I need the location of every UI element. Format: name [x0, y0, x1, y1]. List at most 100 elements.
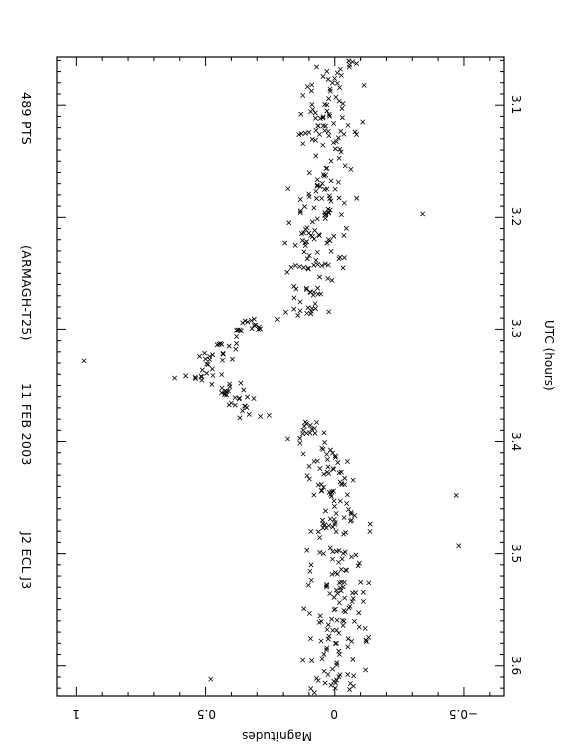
data-point-marker: [338, 588, 344, 594]
x-tick-label: 3.3: [509, 319, 523, 339]
data-point-marker: [300, 92, 306, 98]
data-point-marker: [327, 447, 333, 453]
data-point-marker: [327, 196, 333, 202]
data-point-marker: [337, 146, 343, 152]
data-point-marker: [304, 225, 310, 231]
axis-ticks: [57, 57, 504, 696]
data-point-marker: [295, 312, 301, 318]
data-point-marker: [321, 668, 327, 674]
data-point-marker: [235, 327, 241, 333]
data-point-marker: [340, 550, 346, 556]
data-point-marker: [301, 230, 307, 236]
data-point-marker: [342, 482, 348, 488]
data-point-marker: [332, 454, 338, 460]
data-point-marker: [333, 529, 339, 535]
data-point-marker: [311, 690, 317, 696]
data-point-marker: [300, 431, 306, 437]
data-point-marker: [321, 651, 327, 657]
data-point-marker: [341, 515, 347, 521]
data-point-marker: [331, 120, 337, 126]
data-point-marker: [199, 377, 205, 383]
data-point-marker: [351, 673, 357, 679]
y-tick-label: 0.5: [196, 707, 217, 721]
x-tick-label: 3.5: [509, 543, 523, 563]
data-point-marker: [336, 630, 342, 636]
data-point-marker: [238, 328, 244, 334]
data-point-marker: [313, 196, 319, 201]
data-point-marker: [330, 140, 336, 146]
data-point-marker: [349, 554, 355, 560]
data-point-marker: [320, 525, 326, 531]
data-point-marker: [257, 326, 263, 332]
data-point-marker: [322, 186, 328, 192]
data-point-marker: [356, 624, 362, 630]
data-point-marker: [327, 545, 333, 551]
data-point-marker: [332, 146, 338, 152]
data-point-marker: [222, 388, 228, 394]
x-axis-label: UTC (hours): [542, 320, 556, 391]
data-point-marker: [321, 430, 327, 436]
data-point-marker: [360, 119, 366, 125]
data-point-marker: [301, 249, 307, 255]
data-point-marker: [325, 237, 331, 243]
data-point-marker: [232, 402, 238, 408]
title-object: J2 ECL J3: [19, 532, 34, 590]
data-point-marker: [242, 318, 248, 324]
data-point-marker: [246, 411, 252, 417]
data-point-marker: [326, 96, 332, 102]
data-point-marker: [337, 254, 343, 260]
data-point-marker: [307, 568, 313, 574]
data-point-marker: [341, 608, 347, 614]
data-point-marker: [318, 291, 324, 297]
data-point-marker: [308, 529, 314, 535]
data-point-marker: [320, 551, 326, 557]
data-point-marker: [330, 524, 336, 530]
data-point-marker: [308, 562, 314, 568]
data-point-marker: [318, 481, 324, 487]
data-point-marker: [323, 211, 329, 217]
data-point-marker: [324, 645, 330, 651]
data-point-marker: [299, 237, 305, 243]
data-point-marker: [205, 361, 211, 367]
data-point-marker: [315, 677, 321, 683]
data-point-marker: [197, 353, 202, 359]
y-axis-label: Magnitudes: [242, 729, 312, 743]
data-point-marker: [331, 607, 337, 613]
data-point-marker: [306, 194, 312, 200]
data-point-marker: [333, 640, 339, 646]
data-point-marker: [304, 473, 310, 479]
data-point-marker: [336, 651, 342, 657]
data-point-marker: [306, 476, 312, 482]
data-point-marker: [320, 115, 326, 121]
data-point-marker: [347, 687, 353, 692]
data-point-marker: [345, 672, 351, 678]
data-point-marker: [330, 627, 336, 633]
data-point-marker: [453, 492, 459, 498]
data-point-marker: [316, 232, 322, 238]
data-point-marker: [306, 463, 312, 469]
data-point-marker: [292, 242, 298, 248]
data-point-marker: [311, 425, 317, 431]
data-point-marker: [306, 170, 312, 176]
data-point-marker: [328, 682, 334, 688]
data-point-marker: [228, 400, 234, 406]
data-point-marker: [328, 178, 334, 184]
data-point-marker: [352, 618, 357, 624]
data-point-marker: [308, 88, 314, 94]
data-point-marker: [324, 627, 330, 633]
data-point-marker: [312, 430, 318, 436]
data-point-marker: [349, 517, 354, 523]
data-point-marker: [350, 596, 356, 601]
data-point-marker: [325, 276, 331, 282]
data-point-marker: [338, 566, 344, 572]
data-point-marker: [253, 322, 259, 328]
data-point-marker: [344, 500, 350, 506]
data-point-marker: [335, 179, 341, 185]
data-point-marker: [288, 264, 294, 270]
data-point-marker: [340, 101, 346, 107]
data-point-marker: [309, 82, 315, 88]
data-point-marker: [317, 535, 323, 541]
data-point-marker: [251, 316, 257, 322]
data-point-marker: [341, 531, 347, 537]
